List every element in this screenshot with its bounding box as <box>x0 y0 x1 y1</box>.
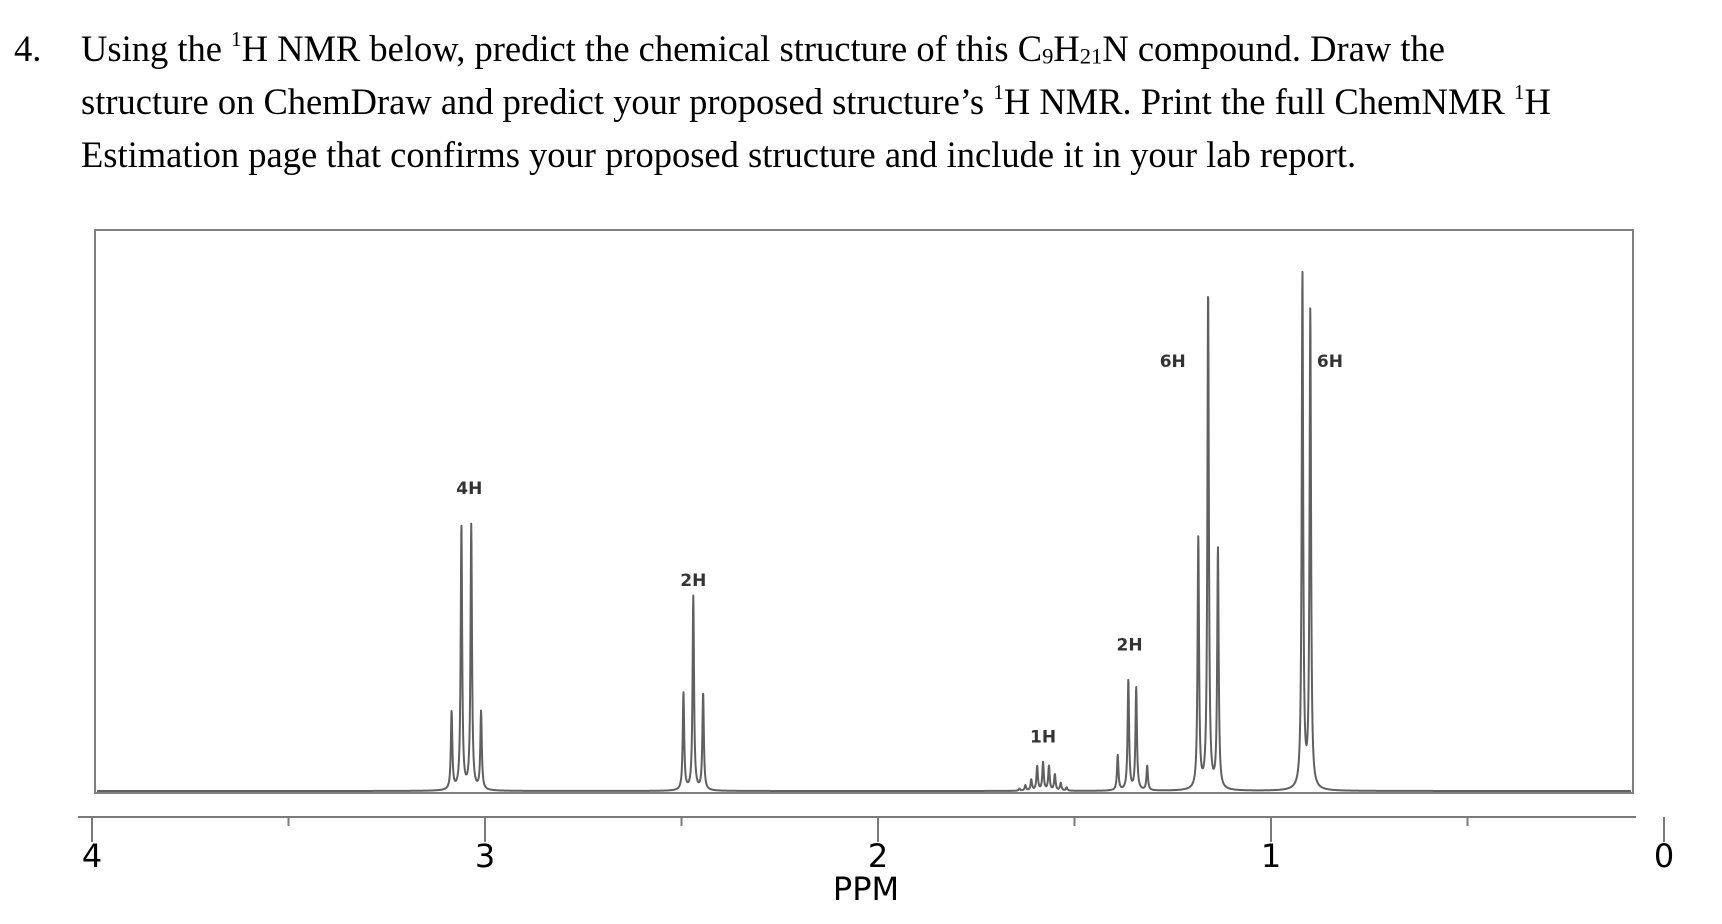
x-axis-tick-labels: 4 3 2 1 0 <box>82 837 1674 875</box>
x-axis-label: PPM <box>833 870 899 908</box>
integration-label: 6H <box>1317 352 1343 372</box>
question-line-2: structure on ChemDraw and predict your p… <box>81 80 1551 122</box>
integration-label: 2H <box>680 571 706 591</box>
x-tick-label: 1 <box>1261 837 1281 875</box>
x-tick-label: 4 <box>82 837 102 875</box>
integration-label: 2H <box>1116 636 1142 656</box>
plot-frame <box>94 229 1634 794</box>
integration-label: 1H <box>1030 727 1056 747</box>
question-body: Using the 1H NMR below, predict the chem… <box>81 22 1721 181</box>
x-axis-ticks <box>91 817 1665 842</box>
integration-label: 4H <box>456 479 482 499</box>
x-tick-label: 3 <box>475 837 495 875</box>
x-tick-label: 0 <box>1654 837 1674 875</box>
question-number: 4. <box>14 28 42 69</box>
spectrum-trace <box>96 270 1632 792</box>
integration-label: 6H <box>1160 352 1186 372</box>
question-line-1: Using the 1H NMR below, predict the chem… <box>81 27 1445 69</box>
x-tick-label: 2 <box>868 837 888 875</box>
integration-labels: 4H 2H 1H 2H 6H 6H <box>456 352 1343 747</box>
question-line-3: Estimation page that confirms your propo… <box>81 134 1357 175</box>
